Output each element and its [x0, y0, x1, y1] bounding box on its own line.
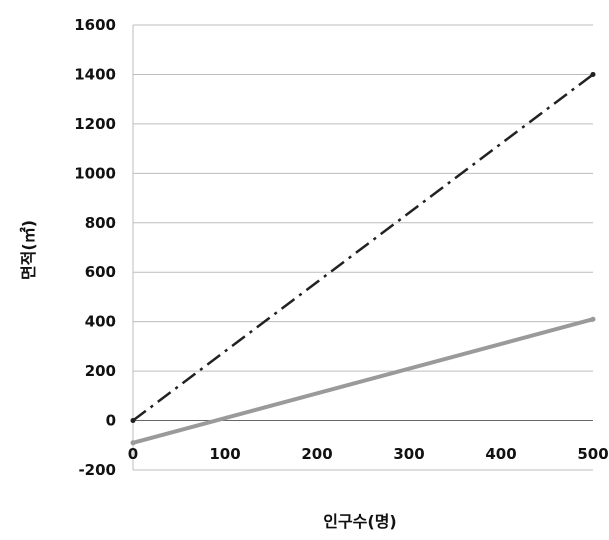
x-tick-label-1: 100 — [209, 445, 240, 463]
y-axis-title: 면적(㎡) — [19, 220, 38, 280]
x-axis-title: 인구수(명) — [323, 512, 397, 531]
x-tick-label-4: 400 — [485, 445, 516, 463]
y-tick-label-1: 0 — [106, 412, 116, 430]
y-tick-label-8: 1400 — [74, 65, 116, 83]
series-0-point-1 — [590, 71, 596, 77]
y-tick-label-6: 1000 — [74, 164, 116, 182]
series-0-point-0 — [130, 418, 136, 424]
y-tick-label-2: 200 — [85, 362, 116, 380]
x-tick-label-0: 0 — [128, 445, 138, 463]
x-tick-label-2: 200 — [301, 445, 332, 463]
y-tick-label-0: -200 — [78, 461, 116, 479]
series-line-0 — [132, 73, 594, 422]
series — [130, 71, 596, 446]
x-tick-label-5: 500 — [577, 445, 608, 463]
y-tick-label-4: 600 — [85, 263, 116, 281]
series-1-point-0 — [130, 440, 136, 446]
y-tick-label-3: 400 — [85, 313, 116, 331]
tick-labels: -200 0 200 400 600 800 1000 1200 1400 1600 0 100 200… — [74, 16, 608, 479]
x-tick-label-3: 300 — [393, 445, 424, 463]
series-1-point-1 — [590, 316, 596, 322]
series-line-1 — [132, 317, 594, 445]
y-tick-label-5: 800 — [85, 214, 116, 232]
y-tick-label-7: 1200 — [74, 115, 116, 133]
y-tick-label-9: 1600 — [74, 16, 116, 34]
